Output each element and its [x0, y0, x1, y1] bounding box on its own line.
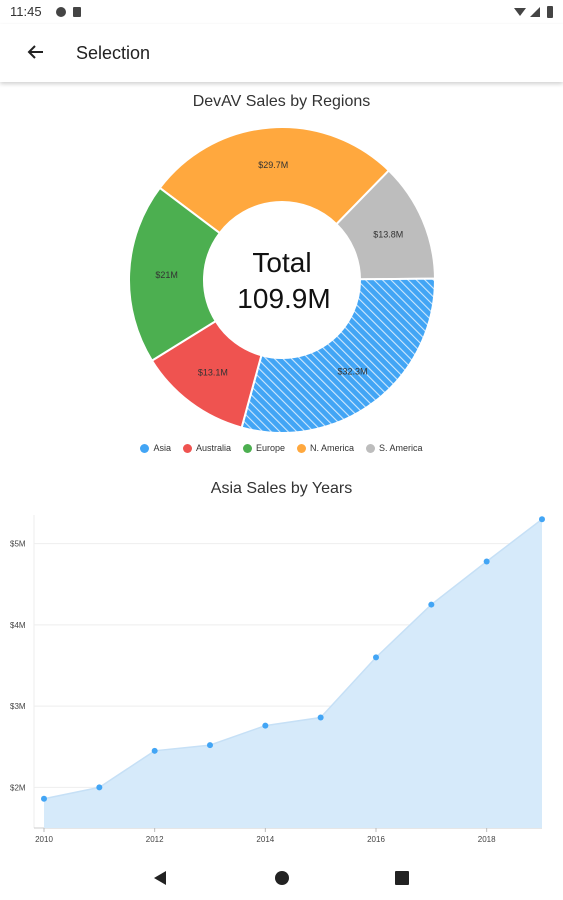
- area-data-point[interactable]: [539, 516, 545, 523]
- donut-chart: $29.7M $13.8M $32.3M $13.1M $21M Total 109.9…: [128, 126, 437, 434]
- donut-center-label: Total: [252, 247, 311, 278]
- area-series-fill: [44, 519, 542, 828]
- legend-label: Europe: [255, 443, 286, 453]
- area-chart-title: Asia Sales by Years: [210, 480, 353, 497]
- area-data-point[interactable]: [373, 654, 379, 661]
- y-tick-label: $4M: [10, 621, 26, 630]
- nav-home-icon[interactable]: [275, 871, 289, 885]
- area-data-point[interactable]: [96, 784, 103, 791]
- area-data-point[interactable]: [41, 795, 47, 802]
- status-bar: 11:45: [0, 0, 563, 24]
- status-time: 11:45: [10, 4, 42, 19]
- area-data-point[interactable]: [262, 722, 269, 729]
- x-tick-label: 2010: [35, 835, 53, 844]
- x-tick-label: 2012: [146, 835, 164, 844]
- legend-item-europe[interactable]: Europe: [242, 443, 286, 453]
- legend-label: Asia: [153, 443, 171, 453]
- area-series-line: [43, 518, 543, 800]
- legend-label: N. America: [310, 443, 355, 453]
- back-button[interactable]: [16, 32, 56, 72]
- legend-dot: [242, 443, 252, 453]
- nav-recents-icon[interactable]: [395, 871, 409, 885]
- x-tick-label: 2018: [478, 835, 496, 844]
- status-icons: [56, 6, 553, 18]
- donut-slice-label: $29.7M: [258, 160, 288, 170]
- legend-dot: [140, 443, 150, 453]
- y-tick-label: $3M: [10, 702, 26, 711]
- battery-icon: [547, 6, 553, 18]
- area-chart: $2M $3M $4M $5M 2010 2012 2014 2016 2018: [10, 515, 545, 844]
- donut-slice-europe[interactable]: [128, 186, 222, 362]
- arrow-back-icon: [27, 45, 43, 59]
- donut-center-value: 109.9M: [237, 283, 330, 314]
- donut-slice-label: $32.3M: [337, 367, 367, 377]
- x-tick-label: 2016: [367, 835, 385, 844]
- donut-slice-asia[interactable]: [240, 277, 436, 434]
- y-tick-label: $2M: [10, 783, 26, 792]
- legend-item-n-america[interactable]: N. America: [297, 443, 354, 453]
- legend-dot: [297, 443, 307, 453]
- donut-slice-label: $13.1M: [198, 368, 228, 378]
- area-data-point[interactable]: [428, 601, 435, 608]
- legend-item-asia[interactable]: Asia: [140, 443, 171, 453]
- nav-buttons: [154, 871, 409, 885]
- donut-chart-title: DevAV Sales by Regions: [192, 93, 371, 110]
- legend-item-s-america[interactable]: S. America: [366, 443, 423, 453]
- donut-legend: Asia Australia Europe N. America S. Amer…: [0, 443, 563, 453]
- wifi-icon: [514, 8, 526, 16]
- legend-label: Australia: [195, 443, 231, 453]
- navigation-bar: [0, 852, 563, 900]
- sd-card-icon: [73, 7, 81, 17]
- legend-dot: [182, 443, 192, 453]
- area-data-point[interactable]: [317, 714, 324, 721]
- app-bar: Selection: [0, 24, 563, 82]
- legend-item-australia[interactable]: Australia: [182, 443, 231, 453]
- area-data-point[interactable]: [151, 747, 158, 754]
- x-tick-label: 2014: [256, 835, 274, 844]
- signal-icon: [530, 7, 540, 17]
- legend-label: S. America: [379, 443, 423, 453]
- donut-slice-n-america[interactable]: [158, 126, 391, 235]
- sync-icon: [56, 7, 66, 17]
- donut-slice-label: $21M: [155, 270, 178, 280]
- nav-back-icon[interactable]: [154, 871, 166, 885]
- area-data-point[interactable]: [483, 558, 490, 565]
- app-title: Selection: [76, 43, 151, 63]
- donut-slice-label: $13.8M: [373, 230, 403, 240]
- area-data-point[interactable]: [207, 742, 213, 749]
- y-tick-label: $5M: [10, 540, 26, 549]
- legend-dot: [366, 443, 376, 453]
